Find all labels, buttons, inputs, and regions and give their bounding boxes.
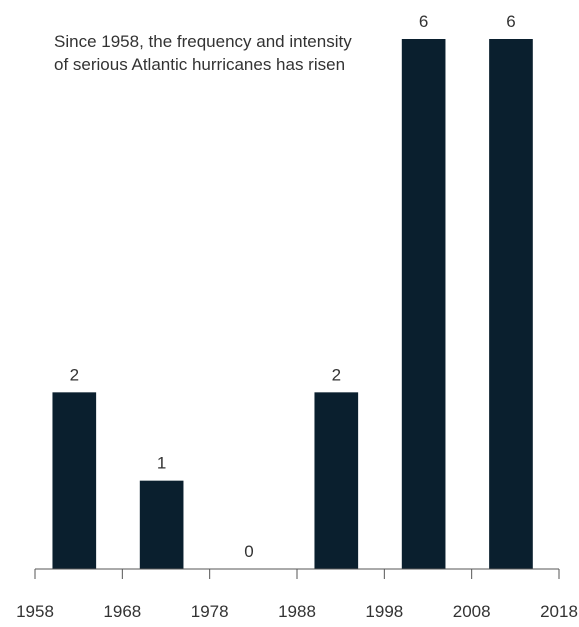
x-tick-label-3: 1988 <box>278 602 316 621</box>
bar-1 <box>139 480 184 569</box>
x-tick-label-0: 1958 <box>16 602 54 621</box>
bar-value-label-1: 1 <box>157 454 166 473</box>
chart-annotation: Since 1958, the frequency and intensity … <box>54 32 352 74</box>
x-tick-label-2: 1978 <box>191 602 229 621</box>
bar-value-label-3: 2 <box>332 365 341 384</box>
x-tick-label-1: 1968 <box>103 602 141 621</box>
bar-value-label-4: 6 <box>419 12 428 31</box>
bar-value-label-2: 0 <box>244 542 253 561</box>
bar-5 <box>489 39 533 569</box>
bar-3 <box>314 392 359 569</box>
bar-4 <box>401 39 446 569</box>
x-tick-label-5: 2008 <box>453 602 491 621</box>
bar-value-label-0: 2 <box>70 365 79 384</box>
x-tick-label-6: 2018 <box>540 602 578 621</box>
x-tick-label-4: 1998 <box>365 602 403 621</box>
bar-value-label-5: 6 <box>506 12 515 31</box>
bar-0 <box>52 392 97 569</box>
